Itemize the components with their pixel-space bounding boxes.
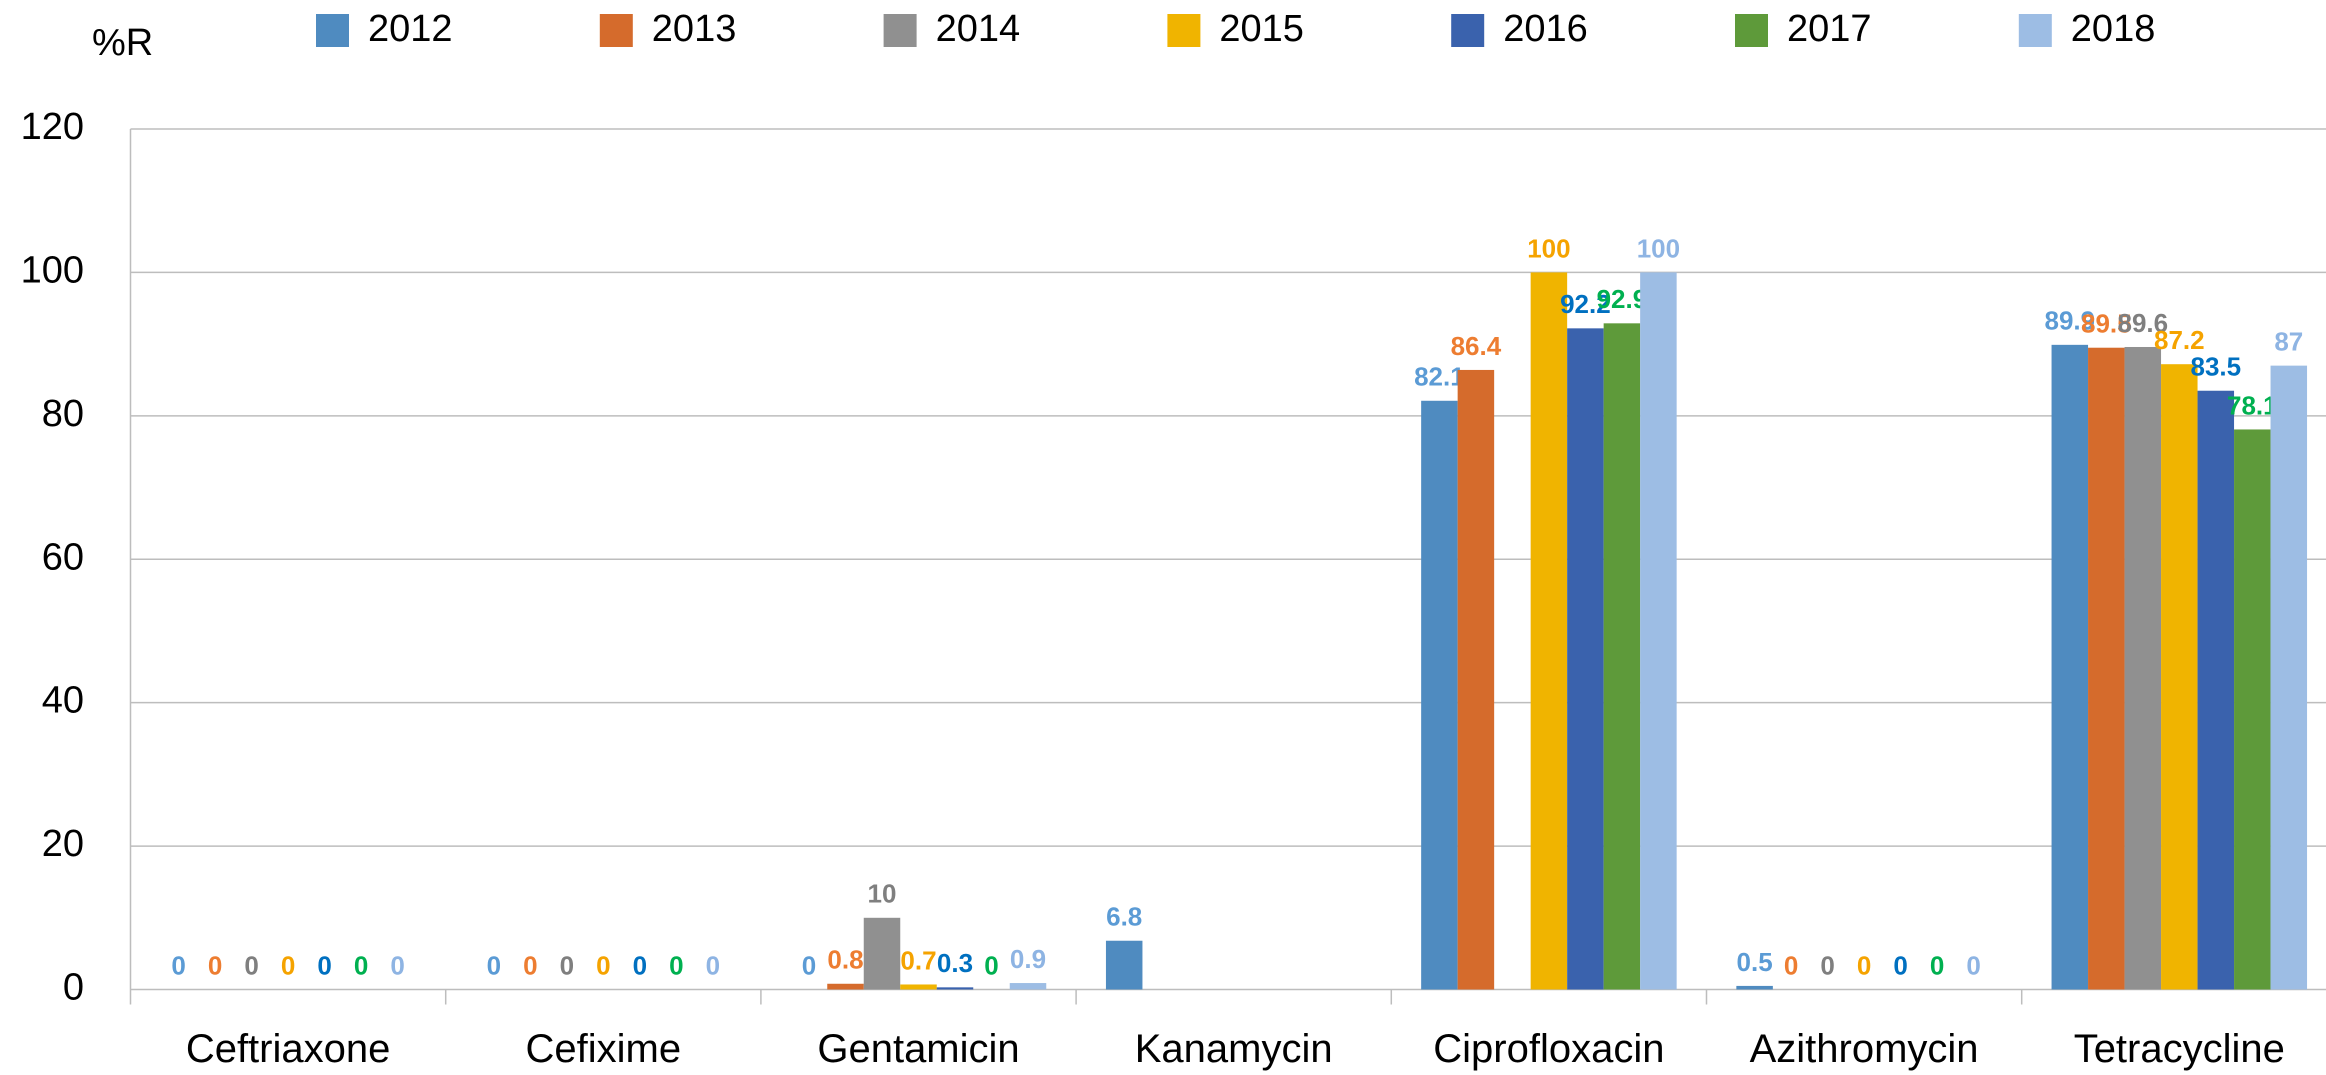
- bar: [2161, 364, 2198, 990]
- value-label: 0: [354, 950, 368, 980]
- x-tick-label: Azithromycin: [1750, 1027, 1979, 1071]
- bar: [1567, 328, 1604, 990]
- legend-swatch: [1451, 14, 1485, 47]
- value-label: 0: [633, 950, 647, 980]
- value-label: 0: [560, 950, 574, 980]
- value-label: 0: [802, 950, 816, 980]
- legend-label: 2015: [1219, 8, 1304, 50]
- legend-label: 2013: [652, 8, 737, 50]
- legend-swatch: [1167, 14, 1201, 47]
- bar: [863, 917, 901, 990]
- y-tick-label: 20: [42, 823, 84, 865]
- value-label: 6.8: [1106, 902, 1142, 932]
- x-tick-label: Ceftriaxone: [186, 1027, 391, 1071]
- value-label: 100: [1527, 233, 1570, 263]
- legend-label: 2012: [368, 8, 453, 50]
- bar: [2088, 347, 2125, 990]
- legend-label: 2018: [2071, 8, 2156, 50]
- bar: [1603, 323, 1641, 990]
- value-label: 0: [523, 950, 537, 980]
- legend-label: 2017: [1787, 8, 1872, 50]
- value-label: 10: [868, 879, 897, 909]
- value-label: 0: [244, 950, 258, 980]
- value-label: 92.2: [1560, 289, 1611, 319]
- value-label: 86.4: [1451, 331, 1502, 361]
- x-tick-label: Cefixime: [526, 1027, 682, 1071]
- bar: [936, 987, 974, 990]
- bar: [2124, 346, 2162, 990]
- value-label: 89.5: [2081, 309, 2132, 339]
- value-label: 0.9: [1010, 944, 1046, 974]
- value-label: 0: [669, 950, 683, 980]
- value-label: 0: [281, 950, 295, 980]
- bar: [2051, 344, 2089, 990]
- value-label: 82.1: [1414, 362, 1465, 392]
- bar: [1640, 272, 1677, 990]
- value-label: 0.8: [827, 945, 863, 975]
- value-label: 0: [984, 950, 998, 980]
- value-label: 83.5: [2190, 352, 2241, 382]
- y-tick-label: 0: [63, 967, 84, 1009]
- legend-swatch: [2018, 14, 2052, 47]
- legend-label: 2014: [936, 8, 1021, 50]
- value-label: 0.7: [900, 945, 936, 975]
- bar: [900, 984, 937, 990]
- value-label: 0: [1893, 950, 1907, 980]
- y-axis-label: %R: [92, 22, 153, 64]
- x-tick-label: Gentamicin: [817, 1027, 1019, 1071]
- x-tick-label: Tetracycline: [2074, 1027, 2285, 1071]
- bar: [2197, 390, 2235, 990]
- y-tick-label: 60: [42, 536, 84, 578]
- value-label: 92.9: [1597, 284, 1648, 314]
- bar: [2234, 429, 2271, 990]
- value-label: 0: [1930, 950, 1944, 980]
- bar: [1421, 400, 1458, 990]
- bar: [1105, 940, 1143, 990]
- y-tick-label: 40: [42, 680, 84, 722]
- value-label: 0.5: [1737, 947, 1773, 977]
- value-label: 78.1: [2227, 390, 2278, 420]
- bar: [1457, 369, 1495, 990]
- x-tick-label: Kanamycin: [1135, 1027, 1333, 1071]
- legend-swatch: [1735, 14, 1768, 47]
- bar: [1009, 983, 1047, 990]
- y-tick-label: 80: [42, 393, 84, 435]
- value-label: 89.6: [2117, 308, 2168, 338]
- legend-label: 2016: [1503, 8, 1588, 50]
- y-tick-label: 100: [21, 249, 84, 291]
- value-label: 0.3: [937, 948, 973, 978]
- bar: [1736, 985, 1773, 990]
- bar: [827, 983, 864, 990]
- legend-swatch: [316, 14, 349, 47]
- legend-swatch: [599, 14, 633, 47]
- value-label: 0: [390, 950, 404, 980]
- value-label: 89.9: [2044, 306, 2095, 336]
- legend-swatch: [883, 14, 917, 47]
- value-label: 0: [1966, 950, 1980, 980]
- bar: [2270, 365, 2308, 990]
- value-label: 87.2: [2154, 325, 2205, 355]
- x-tick-label: Ciprofloxacin: [1433, 1027, 1664, 1071]
- bar: [1530, 272, 1568, 990]
- value-label: 0: [1784, 950, 1798, 980]
- value-label: 0: [171, 950, 185, 980]
- value-label: 100: [1637, 233, 1680, 263]
- y-tick-label: 120: [21, 106, 84, 148]
- value-label: 0: [706, 950, 720, 980]
- value-label: 0: [1820, 950, 1834, 980]
- value-label: 0: [208, 950, 222, 980]
- value-label: 0: [487, 950, 501, 980]
- value-label: 87: [2274, 327, 2303, 357]
- value-label: 0: [1857, 950, 1871, 980]
- value-label: 0: [596, 950, 610, 980]
- value-label: 0: [317, 950, 331, 980]
